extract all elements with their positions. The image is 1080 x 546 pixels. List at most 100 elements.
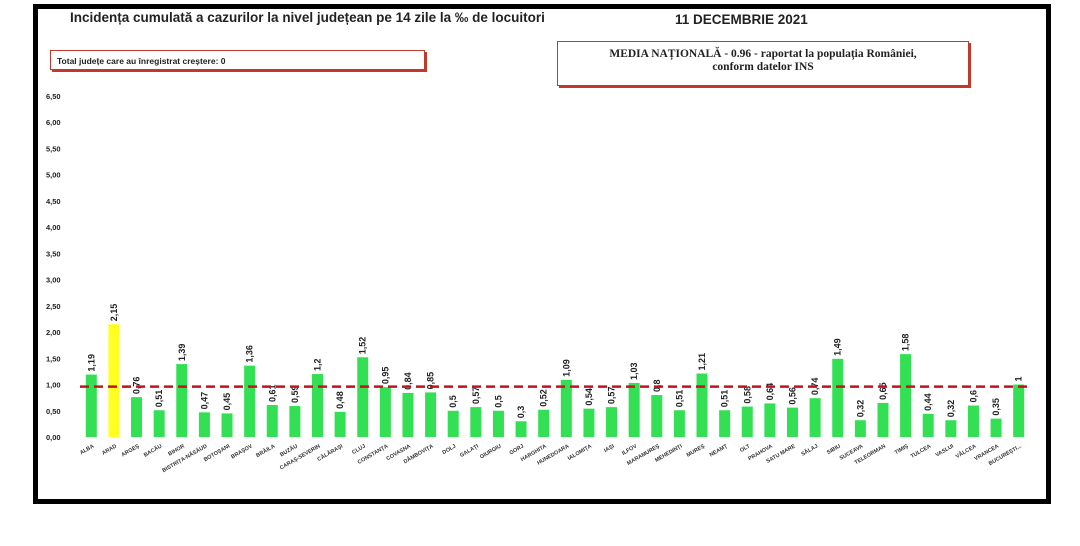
y-tick-label: 4,00 (46, 223, 61, 232)
bar (470, 407, 482, 437)
bar (379, 387, 391, 437)
bar (764, 403, 776, 437)
bar (131, 397, 143, 437)
y-tick-label: 6,00 (46, 118, 61, 127)
bar (900, 354, 912, 437)
data-label: 0,65 (878, 382, 888, 400)
category-label: BOTOȘANI (203, 443, 231, 463)
data-label: 0,76 (132, 377, 142, 395)
data-label: 0,48 (335, 391, 345, 409)
bar (266, 404, 278, 437)
bar (560, 379, 572, 437)
data-label: 1,58 (901, 334, 911, 352)
category-label: BACĂU (142, 443, 163, 459)
bar (832, 358, 844, 437)
bar (492, 410, 504, 437)
data-label: 1,21 (697, 353, 707, 371)
data-label: 0,64 (765, 383, 775, 401)
data-label: 0,6 (968, 390, 978, 403)
bar (538, 409, 550, 437)
data-label: 0,84 (403, 372, 413, 390)
category-label: CARAȘ-SEVERIN (279, 444, 321, 472)
category-label: GIURGIU (479, 444, 502, 461)
report-date: 11 DECEMBRIE 2021 (675, 12, 808, 27)
bar (651, 395, 663, 437)
bar (108, 324, 120, 437)
data-label: 0,5 (448, 395, 458, 408)
category-label: VASLUI (935, 443, 956, 458)
category-label: ARAD (101, 444, 118, 457)
national-average-box: MEDIA NAȚIONALĂ - 0.96 - raportat la pop… (557, 41, 969, 86)
data-label: 0,5 (493, 395, 503, 408)
bar (334, 411, 346, 437)
category-label: TIMIȘ (894, 443, 910, 456)
data-label: 0,32 (855, 400, 865, 418)
data-label: 0,32 (946, 400, 956, 418)
bar (967, 405, 979, 437)
data-label: 1,09 (561, 359, 571, 377)
bar (515, 421, 527, 437)
data-label: 0,51 (154, 390, 164, 408)
category-label: TULCEA (910, 444, 932, 460)
bar (583, 408, 595, 437)
data-label: 1,49 (833, 338, 843, 356)
data-label: 0,35 (991, 398, 1001, 416)
data-label: 0,57 (471, 387, 481, 405)
bar (312, 374, 323, 437)
data-label: 0,85 (426, 372, 436, 390)
data-label: 1,2 (313, 359, 323, 372)
data-label: 1,39 (177, 344, 187, 362)
bar (922, 413, 934, 437)
y-tick-label: 0,00 (46, 433, 61, 442)
data-label: 0,3 (516, 406, 526, 419)
data-label: 0,44 (923, 393, 933, 411)
data-label: 0,51 (720, 390, 730, 408)
data-label: 0,51 (674, 390, 684, 408)
national-average-line1: MEDIA NAȚIONALĂ - 0.96 - raportat la pop… (609, 48, 917, 60)
y-tick-label: 0,50 (46, 407, 61, 416)
y-tick-label: 3,50 (46, 249, 61, 258)
bar (741, 406, 753, 437)
bar (877, 402, 889, 437)
category-label: OLT (739, 443, 752, 454)
category-label: CĂLĂRAȘI (316, 442, 345, 463)
category-label: BRAȘOV (230, 443, 254, 460)
national-average-line2: conform datelor INS (712, 61, 814, 73)
bar (425, 392, 437, 437)
bar (854, 420, 866, 437)
data-label: 2,15 (109, 304, 119, 322)
y-tick-label: 3,00 (46, 276, 61, 285)
chart-title: Incidența cumulată a cazurilor la nivel … (70, 10, 545, 25)
category-label: IAȘI (603, 443, 616, 454)
bar (1013, 384, 1025, 437)
y-tick-label: 1,00 (46, 381, 61, 390)
growth-note-box: Total județe care au înregistrat creșter… (50, 50, 425, 70)
bar (628, 382, 640, 437)
bar (809, 398, 821, 437)
data-label: 1,52 (358, 337, 368, 355)
y-tick-label: 4,50 (46, 197, 61, 206)
bar (244, 365, 256, 437)
category-label: ALBA (79, 444, 95, 457)
bar (85, 374, 97, 437)
bar (221, 413, 233, 437)
y-tick-label: 1,50 (46, 354, 61, 363)
bar (357, 357, 369, 437)
category-label: MUREȘ (686, 443, 706, 458)
data-label: 0,52 (539, 389, 549, 407)
category-label: ILFOV (621, 443, 638, 456)
y-tick-label: 6,50 (46, 92, 61, 101)
growth-note-text: Total județe care au înregistrat creșter… (57, 56, 226, 66)
data-label: 0,61 (267, 384, 277, 402)
bar (990, 418, 1002, 437)
bar (447, 410, 459, 437)
category-label: CLUJ (351, 444, 366, 456)
bar (787, 407, 798, 437)
y-tick-label: 2,50 (46, 302, 61, 311)
category-label: BRĂILA (255, 443, 277, 459)
data-label: 0,58 (742, 386, 752, 404)
category-label: NEAMȚ (709, 443, 729, 458)
category-label: SĂLAJ (800, 443, 819, 458)
data-label: 0,54 (584, 388, 594, 406)
